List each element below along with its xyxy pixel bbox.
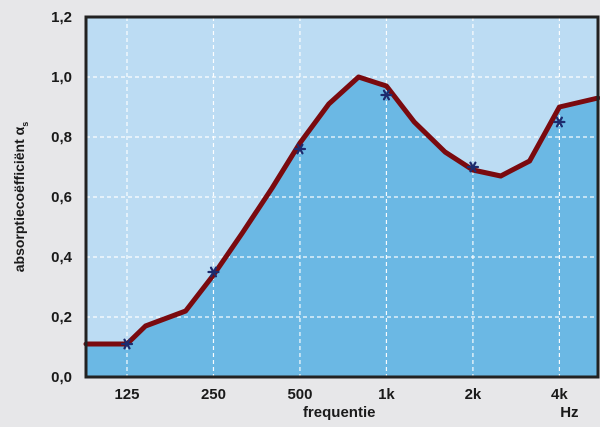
measured-point-marker bbox=[293, 143, 307, 155]
y-tick-label: 0,6 bbox=[51, 189, 72, 206]
measured-point-stroke bbox=[555, 116, 564, 128]
measured-point-marker bbox=[380, 89, 393, 101]
measured-point-stroke bbox=[123, 338, 131, 350]
y-axis-title-subscript: s bbox=[20, 122, 30, 127]
measured-point-marker bbox=[120, 338, 134, 350]
measured-point-stroke bbox=[382, 89, 391, 101]
y-tick-label: 0,4 bbox=[51, 249, 73, 266]
x-tick-label: 250 bbox=[201, 386, 226, 403]
y-tick-label: 1,0 bbox=[51, 69, 72, 86]
measured-point-marker bbox=[207, 266, 220, 278]
y-axis-title: absorptiecoëfficiënt αs bbox=[11, 122, 30, 273]
y-tick-label: 1,2 bbox=[51, 9, 72, 26]
curve-area-fill bbox=[86, 77, 598, 377]
absorption-curve-line bbox=[83, 74, 600, 347]
x-tick-label: 4k bbox=[551, 386, 568, 403]
y-tick-label: 0,2 bbox=[51, 309, 72, 326]
y-axis-title-main: absorptiecoëfficiënt α bbox=[11, 126, 27, 272]
measured-point-stroke bbox=[469, 161, 477, 173]
x-tick-label: 125 bbox=[114, 386, 139, 403]
plot-frame bbox=[84, 15, 600, 379]
measured-point-stroke bbox=[209, 266, 218, 278]
measured-point-marker bbox=[553, 116, 566, 128]
x-tick-label: 2k bbox=[465, 386, 482, 403]
y-tick-label: 0,0 bbox=[51, 369, 72, 386]
x-tick-label: 1k bbox=[378, 386, 395, 403]
measured-point-marker bbox=[466, 161, 480, 173]
x-axis-unit: Hz bbox=[560, 404, 578, 421]
measured-point-stroke bbox=[296, 143, 304, 155]
x-axis-title: frequentie bbox=[303, 404, 376, 421]
x-tick-label: 500 bbox=[287, 386, 312, 403]
y-tick-label: 0,8 bbox=[51, 129, 72, 146]
